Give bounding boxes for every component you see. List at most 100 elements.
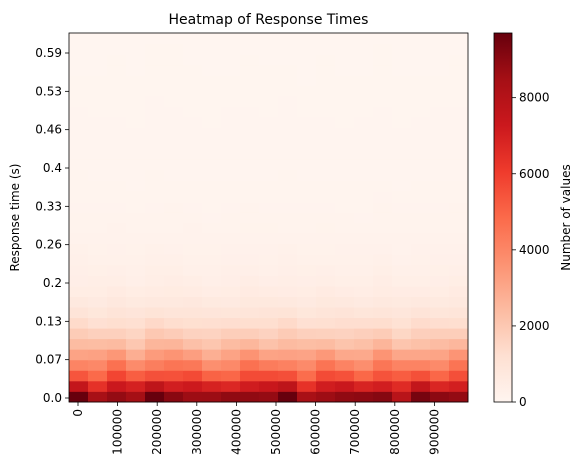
heatmap-cell: [183, 96, 203, 108]
heatmap-cell: [164, 201, 184, 213]
heatmap-cell: [430, 33, 450, 44]
heatmap-cell: [449, 307, 469, 319]
heatmap-cell: [392, 138, 412, 150]
heatmap-cell: [373, 370, 393, 382]
y-tick-label: 0.33: [35, 199, 62, 213]
heatmap-cell: [316, 43, 336, 55]
heatmap-cell: [88, 317, 108, 329]
heatmap-cell: [392, 328, 412, 340]
heatmap-cell: [221, 296, 241, 308]
heatmap-cell: [107, 254, 127, 266]
heatmap-cell: [202, 233, 222, 245]
heatmap-cell: [354, 117, 374, 129]
heatmap-cell: [88, 75, 108, 87]
heatmap-cell: [183, 85, 203, 97]
heatmap-cell: [278, 96, 298, 108]
colorbar: [493, 32, 513, 403]
heatmap-cell: [202, 159, 222, 171]
heatmap-cell: [107, 286, 127, 297]
heatmap-cell: [126, 148, 146, 160]
heatmap-cell: [107, 64, 127, 76]
heatmap-cell: [183, 127, 203, 139]
heatmap-cell: [183, 359, 203, 371]
heatmap-cell: [88, 159, 108, 171]
heatmap-cell: [259, 180, 279, 192]
heatmap-cell: [449, 275, 469, 287]
colorbar-tick-label: 0: [519, 395, 527, 409]
heatmap-cell: [335, 191, 355, 203]
heatmap-cell: [164, 359, 184, 371]
heatmap-cell: [354, 254, 374, 266]
heatmap-cell: [126, 106, 146, 118]
heatmap-cell: [88, 359, 108, 371]
y-tick-label: 0.46: [35, 123, 62, 137]
heatmap-cell: [354, 286, 374, 297]
heatmap-cell: [297, 243, 317, 255]
heatmap-cell: [335, 359, 355, 371]
heatmap-cell: [259, 307, 279, 319]
heatmap-cell: [411, 106, 431, 118]
heatmap-cell: [449, 117, 469, 129]
heatmap-cell: [240, 96, 260, 108]
heatmap-cell: [183, 43, 203, 55]
heatmap-cell: [126, 201, 146, 213]
heatmap-cell: [69, 317, 89, 329]
heatmap-cell: [373, 307, 393, 319]
heatmap-cell: [373, 43, 393, 55]
heatmap-cell: [392, 222, 412, 234]
colorbar-label: Number of values: [559, 164, 573, 270]
heatmap-cell: [449, 138, 469, 150]
heatmap-cell: [202, 96, 222, 108]
heatmap-cell: [411, 127, 431, 139]
heatmap-cell: [69, 159, 89, 171]
heatmap-cell: [430, 54, 450, 66]
heatmap-cell: [145, 243, 165, 255]
heatmap-cell: [392, 317, 412, 329]
heatmap-cell: [449, 338, 469, 350]
heatmap-cell: [316, 328, 336, 340]
heatmap-cell: [373, 328, 393, 340]
heatmap-cell: [183, 275, 203, 287]
heatmap-cell: [107, 54, 127, 66]
heatmap-cell: [69, 254, 89, 266]
heatmap-cell: [107, 370, 127, 382]
heatmap-cell: [164, 275, 184, 287]
heatmap-cell: [69, 33, 89, 44]
heatmap-cell: [145, 96, 165, 108]
heatmap-cell: [69, 370, 89, 382]
heatmap-cell: [145, 170, 165, 181]
heatmap-cell: [69, 75, 89, 87]
heatmap-cell: [183, 328, 203, 340]
heatmap-cell: [145, 64, 165, 76]
heatmap-cell: [411, 75, 431, 87]
heatmap-cell: [240, 159, 260, 171]
heatmap-cell: [278, 317, 298, 329]
heatmap-cell: [373, 264, 393, 276]
heatmap-cell: [126, 85, 146, 97]
heatmap-cell: [221, 338, 241, 350]
heatmap-cell: [145, 148, 165, 160]
heatmap-cell: [373, 222, 393, 234]
heatmap-cell: [164, 33, 184, 44]
heatmap-cell: [69, 96, 89, 108]
heatmap-cell: [297, 64, 317, 76]
heatmap-cell: [335, 254, 355, 266]
heatmap-cell: [88, 370, 108, 382]
heatmap-cell: [430, 75, 450, 87]
heatmap-cell: [259, 370, 279, 382]
heatmap-cell: [411, 54, 431, 66]
heatmap-cell: [278, 275, 298, 287]
colorbar-tick-label: 6000: [519, 167, 550, 181]
heatmap-cell: [411, 201, 431, 213]
heatmap-cell: [221, 191, 241, 203]
heatmap-cell: [297, 391, 317, 403]
heatmap-cell: [221, 359, 241, 371]
heatmap-cell: [164, 54, 184, 66]
heatmap-cell: [183, 296, 203, 308]
heatmap-cell: [69, 148, 89, 160]
heatmap-cell: [240, 138, 260, 150]
heatmap-cell: [392, 43, 412, 55]
heatmap-cell: [392, 275, 412, 287]
heatmap-cell: [259, 127, 279, 139]
heatmap-cell: [183, 106, 203, 118]
